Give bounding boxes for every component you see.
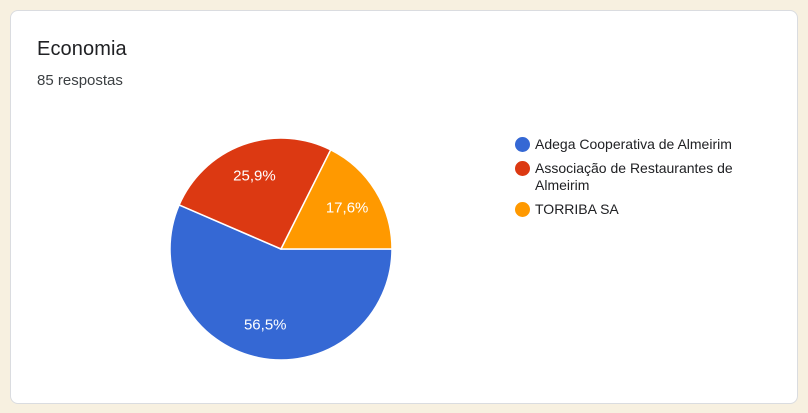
question-title: Economia	[37, 38, 127, 60]
legend-label: Adega Cooperativa de Almeirim	[535, 136, 732, 152]
legend-swatch-icon	[515, 202, 530, 217]
pie-slice-1[interactable]	[178, 137, 332, 250]
legend-item: Associação de Restaurantes de Almeirim	[515, 160, 779, 194]
summary-card: Economia 85 respostas 56,5% 25,9% 17,6% Ade…	[10, 10, 798, 404]
legend-swatch-icon	[515, 161, 530, 176]
legend-item: Adega Cooperativa de Almeirim	[515, 136, 779, 153]
legend-item: TORRIBA SA	[515, 201, 779, 218]
pie-slice-2[interactable]	[279, 148, 393, 250]
pie-chart	[169, 137, 393, 361]
legend-swatch-icon	[515, 137, 530, 152]
pie-slice-0[interactable]	[169, 203, 393, 361]
chart-legend: Adega Cooperativa de Almeirim Associação …	[515, 136, 779, 218]
legend-label: Associação de Restaurantes de Almeirim	[535, 160, 733, 193]
response-count: 85 respostas	[37, 72, 123, 89]
legend-label: TORRIBA SA	[535, 201, 619, 217]
